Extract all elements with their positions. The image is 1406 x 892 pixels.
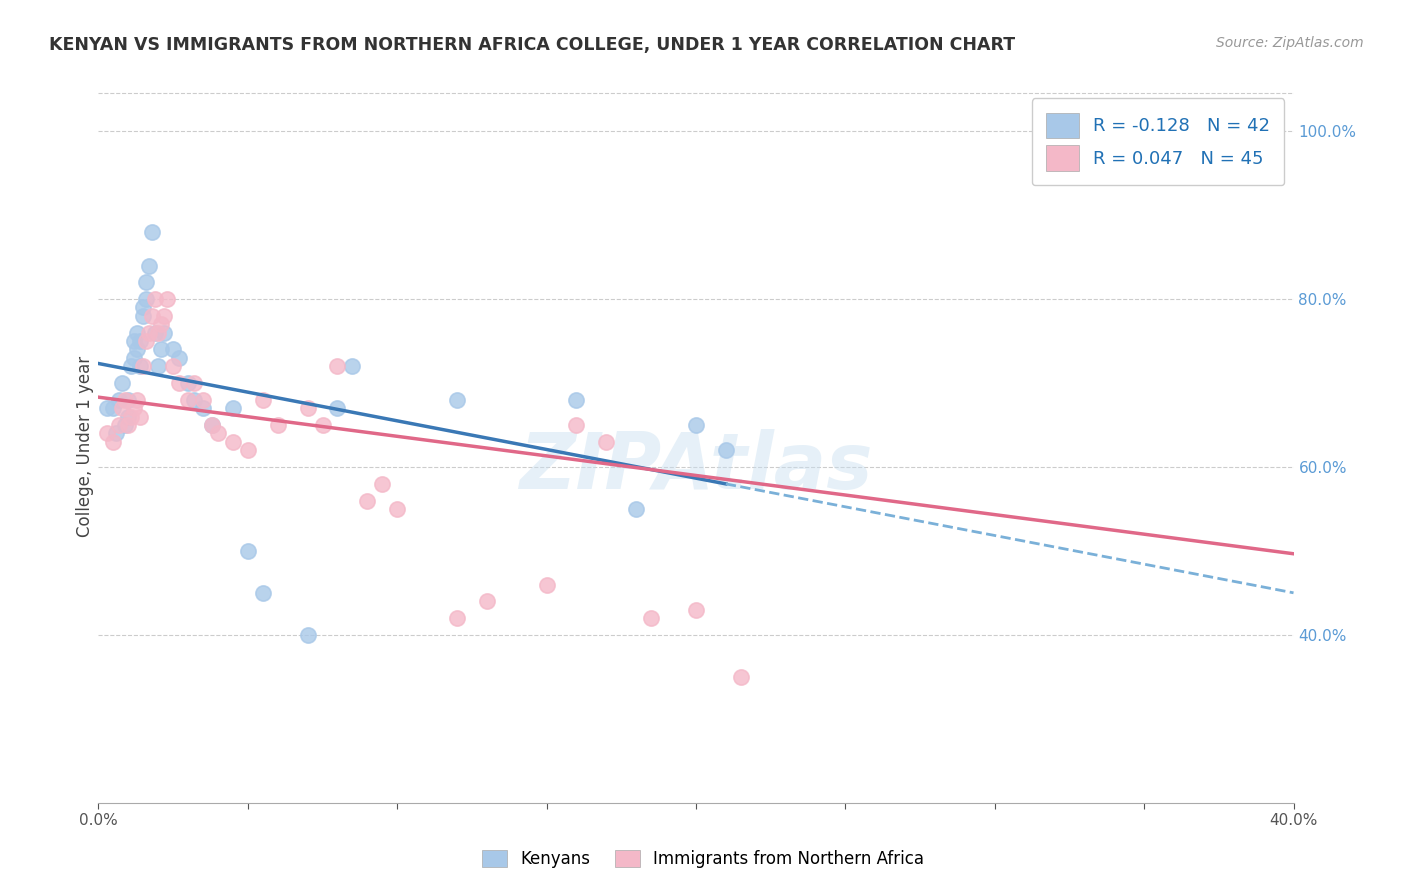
Point — [267, 417, 290, 432]
Point — [191, 401, 214, 416]
Point — [167, 376, 190, 390]
Point — [297, 628, 319, 642]
Point — [730, 670, 752, 684]
Point — [595, 434, 617, 449]
Point — [162, 359, 184, 374]
Point — [167, 351, 190, 365]
Point — [156, 292, 179, 306]
Text: KENYAN VS IMMIGRANTS FROM NORTHERN AFRICA COLLEGE, UNDER 1 YEAR CORRELATION CHAR: KENYAN VS IMMIGRANTS FROM NORTHERN AFRIC… — [49, 36, 1015, 54]
Point — [565, 392, 588, 407]
Point — [117, 417, 139, 432]
Point — [252, 392, 274, 407]
Point — [311, 417, 333, 432]
Point — [191, 392, 214, 407]
Point — [177, 376, 200, 390]
Point — [236, 544, 259, 558]
Point — [536, 577, 558, 591]
Point — [129, 359, 152, 374]
Y-axis label: College, Under 1 year: College, Under 1 year — [76, 355, 94, 537]
Point — [127, 326, 149, 340]
Point — [114, 417, 136, 432]
Point — [162, 343, 184, 357]
Point — [135, 334, 157, 348]
Point — [714, 443, 737, 458]
Point — [385, 502, 409, 516]
Point — [114, 392, 136, 407]
Point — [143, 326, 166, 340]
Point — [222, 434, 245, 449]
Point — [143, 292, 166, 306]
Point — [252, 586, 274, 600]
Point — [626, 502, 648, 516]
Point — [111, 376, 134, 390]
Point — [148, 326, 170, 340]
Point — [342, 359, 364, 374]
Text: ZIPAtlas: ZIPAtlas — [519, 429, 873, 506]
Point — [103, 401, 125, 416]
Point — [446, 392, 468, 407]
Point — [124, 401, 146, 416]
Point — [120, 359, 142, 374]
Point — [183, 392, 205, 407]
Point — [640, 611, 662, 625]
Point — [127, 343, 149, 357]
Point — [138, 326, 160, 340]
Point — [108, 392, 131, 407]
Point — [148, 359, 170, 374]
Point — [326, 401, 349, 416]
Point — [153, 309, 176, 323]
Point — [129, 334, 152, 348]
Point — [371, 476, 394, 491]
Point — [108, 417, 131, 432]
Point — [201, 417, 224, 432]
Point — [356, 493, 378, 508]
Point — [135, 292, 157, 306]
Point — [153, 326, 176, 340]
Point — [117, 392, 139, 407]
Point — [475, 594, 498, 608]
Point — [685, 417, 707, 432]
Point — [1163, 124, 1185, 138]
Point — [222, 401, 245, 416]
Point — [141, 225, 163, 239]
Point — [201, 417, 224, 432]
Point — [105, 426, 128, 441]
Point — [111, 401, 134, 416]
Point — [132, 309, 155, 323]
Point — [150, 343, 173, 357]
Point — [326, 359, 349, 374]
Point — [565, 417, 588, 432]
Point — [124, 351, 146, 365]
Point — [297, 401, 319, 416]
Text: Source: ZipAtlas.com: Source: ZipAtlas.com — [1216, 36, 1364, 50]
Point — [446, 611, 468, 625]
Point — [103, 434, 125, 449]
Point — [132, 359, 155, 374]
Point — [132, 301, 155, 315]
Point — [141, 309, 163, 323]
Point — [135, 275, 157, 289]
Point — [127, 392, 149, 407]
Point — [120, 409, 142, 424]
Point — [236, 443, 259, 458]
Point — [96, 426, 118, 441]
Point — [124, 334, 146, 348]
Point — [177, 392, 200, 407]
Point — [150, 318, 173, 332]
Point — [96, 401, 118, 416]
Legend: R = -0.128   N = 42, R = 0.047   N = 45: R = -0.128 N = 42, R = 0.047 N = 45 — [1032, 98, 1285, 186]
Legend: Kenyans, Immigrants from Northern Africa: Kenyans, Immigrants from Northern Africa — [475, 843, 931, 875]
Point — [685, 603, 707, 617]
Point — [207, 426, 229, 441]
Point — [129, 409, 152, 424]
Point — [117, 409, 139, 424]
Point — [138, 259, 160, 273]
Point — [183, 376, 205, 390]
